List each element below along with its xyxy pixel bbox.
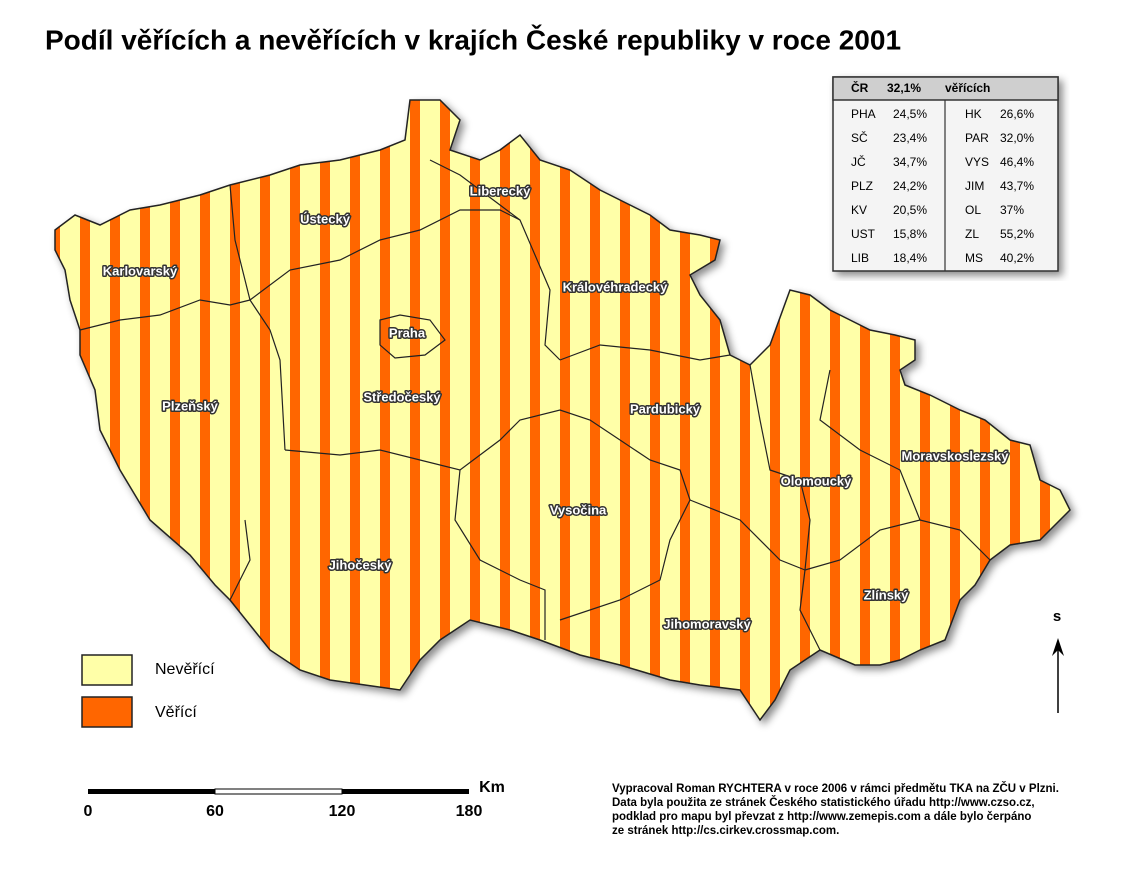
table-value: 24,5% [893, 107, 927, 121]
scale-label: 120 [329, 803, 356, 820]
table-code: LIB [851, 251, 869, 265]
legend-swatch [81, 654, 133, 686]
region-label: Praha [389, 325, 426, 340]
north-label: S [1053, 608, 1061, 625]
scale-label: 180 [456, 803, 483, 820]
table-header: ČR [851, 80, 869, 95]
credit-line: Data byla použita ze stránek Českého sta… [612, 796, 1035, 809]
region-label: Olomoucký [781, 473, 853, 488]
table-code: UST [851, 227, 876, 241]
scale-bar [88, 788, 469, 795]
region-label: Ústecký [300, 211, 351, 226]
table-value: 34,7% [893, 155, 927, 169]
region-label: Moravskoslezský [902, 448, 1010, 463]
scale-unit: Km [479, 779, 505, 796]
map-title: Podíl věřících a nevěřících v krajích Če… [45, 23, 901, 55]
region-label: Zlínský [864, 587, 910, 602]
scale-label: 60 [206, 803, 224, 820]
table-code: JIM [965, 179, 984, 193]
credit-line: Vypracoval Roman RYCHTERA v roce 2006 v … [612, 782, 1059, 795]
north-arrowhead [1052, 638, 1064, 656]
table-value: 43,7% [1000, 179, 1034, 193]
region-label: Pardubický [630, 401, 701, 416]
table-code: PLZ [851, 179, 873, 193]
region-label: Liberecký [470, 183, 531, 198]
table-code: VYS [965, 155, 989, 169]
country [54, 99, 1071, 722]
table-code: MS [965, 251, 983, 265]
table-value: 26,6% [1000, 107, 1034, 121]
table-value: 40,2% [1000, 251, 1034, 265]
legend-label: Nevěřící [155, 661, 215, 678]
table-code: JČ [851, 154, 866, 169]
legend-swatch [81, 696, 133, 728]
region-label: Jihomoravský [663, 616, 751, 631]
stats-table: ČR 32,1% věřících [832, 76, 1059, 272]
table-value: 46,4% [1000, 155, 1034, 169]
table-value: 37% [1000, 203, 1024, 217]
credit-line: ze stránek http://cs.cirkev.crossmap.com… [612, 825, 839, 837]
table-value: 32,0% [1000, 131, 1034, 145]
table-value: 24,2% [893, 179, 927, 193]
region-label: Plzeňský [162, 398, 218, 413]
credit-line: podklad pro mapu byl převzat z http://ww… [612, 811, 1031, 823]
table-code: PAR [965, 131, 989, 145]
scale-label: 0 [84, 803, 93, 820]
table-code: PHA [851, 107, 876, 121]
table-code: SČ [851, 130, 868, 145]
table-code: KV [851, 203, 867, 217]
region-borders [79, 159, 991, 651]
table-value: 18,4% [893, 251, 927, 265]
table-value: 55,2% [1000, 227, 1034, 241]
table-value: 15,8% [893, 227, 927, 241]
region-label: Královéhradecký [563, 279, 669, 294]
region-label: Karlovarský [103, 263, 178, 278]
table-code: OL [965, 203, 981, 217]
legend-label: Věřící [155, 704, 197, 721]
table-header: věřících [945, 81, 990, 95]
region-label: Vysočina [550, 502, 607, 517]
table-header: 32,1% [887, 81, 921, 95]
region-label: Středočeský [363, 389, 441, 404]
table-code: HK [965, 107, 982, 121]
table-value: 20,5% [893, 203, 927, 217]
table-value: 23,4% [893, 131, 927, 145]
table-code: ZL [965, 227, 979, 241]
region-label: Jihočeský [329, 557, 393, 572]
